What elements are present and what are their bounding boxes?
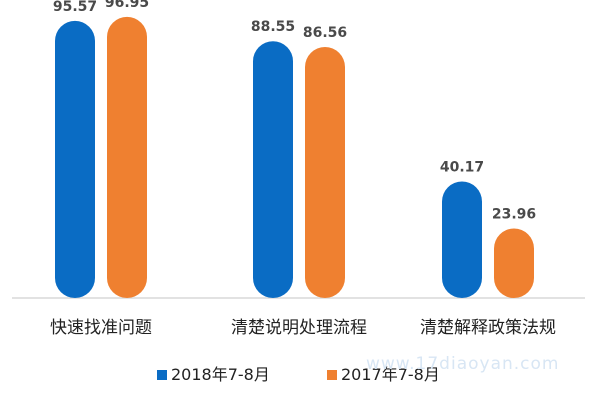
bar-2017-1: [305, 46, 345, 299]
bar-2018-1: [253, 41, 293, 298]
bar-group: [55, 16, 534, 299]
legend-label: 2017年7-8月: [341, 365, 440, 384]
legend-swatch: [327, 370, 337, 380]
category-label: 清楚解释政策法规: [420, 318, 556, 338]
value-label: 96.95: [105, 0, 149, 11]
value-label-group: 95.57 96.95 88.55 86.56 40.17 23.96: [53, 0, 536, 223]
bar-2017-2: [494, 228, 534, 298]
bar-2018-2: [442, 181, 482, 298]
category-label-group: 快速找准问题 清楚说明处理流程 清楚解释政策法规: [50, 318, 556, 338]
value-label: 23.96: [492, 207, 536, 223]
legend-label: 2018年7-8月: [171, 365, 270, 384]
legend: 2018年7-8月 2017年7-8月: [157, 365, 440, 384]
category-label: 快速找准问题: [50, 318, 152, 338]
value-label: 88.55: [251, 19, 295, 35]
bar-2017-0: [107, 16, 147, 298]
value-label: 86.56: [303, 25, 347, 41]
watermark: www.17diaoyan.com: [366, 354, 559, 374]
legend-swatch: [157, 370, 167, 380]
bar-2018-0: [55, 20, 95, 299]
category-label: 清楚说明处理流程: [231, 318, 367, 338]
value-label: 95.57: [53, 0, 97, 15]
value-label: 40.17: [440, 160, 484, 176]
